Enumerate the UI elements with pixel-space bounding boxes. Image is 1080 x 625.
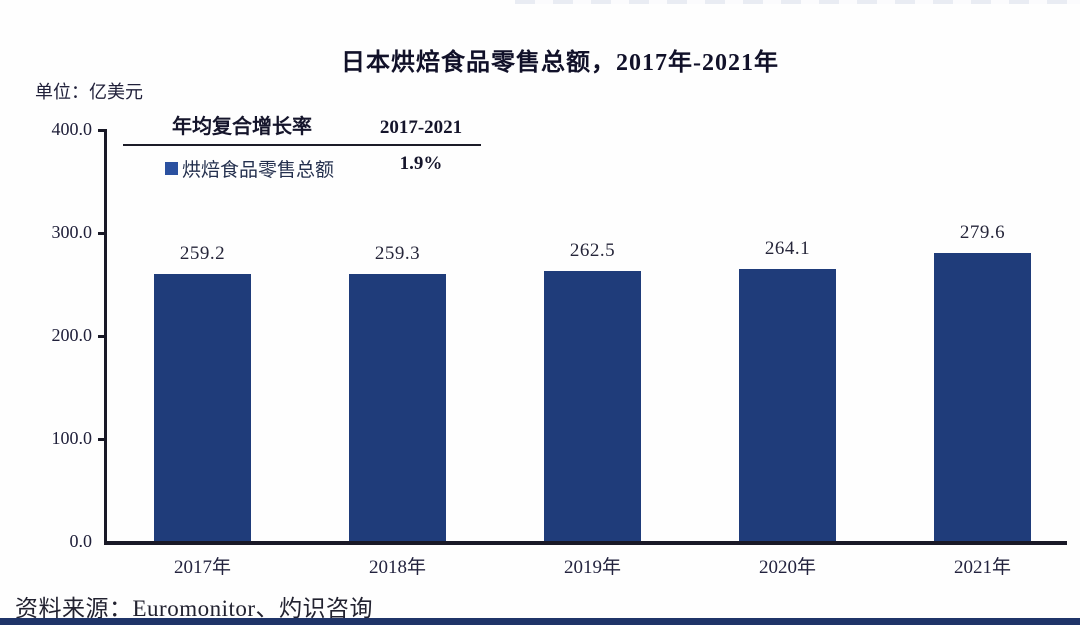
cagr-header-label: 年均复合增长率 xyxy=(172,116,312,138)
cagr-table: 年均复合增长率 2017-2021 烘焙食品零售总额 1.9% xyxy=(123,110,481,182)
bar xyxy=(349,273,446,541)
bar-group: 259.3 xyxy=(300,243,495,541)
bar-value-label: 262.5 xyxy=(569,239,616,261)
x-tick-label: 2021年 xyxy=(953,557,1011,578)
bar-group: 264.1 xyxy=(690,238,885,541)
cagr-value: 1.9% xyxy=(399,153,443,174)
bar-group: 279.6 xyxy=(885,222,1080,541)
top-edge-artifact xyxy=(515,0,1080,4)
legend-item: 烘焙食品零售总额 xyxy=(123,155,361,182)
plot-area xyxy=(98,129,1067,545)
bar-group: 262.5 xyxy=(495,240,690,541)
y-axis-tick xyxy=(98,129,107,132)
y-axis-tick xyxy=(98,232,107,235)
bottom-border xyxy=(0,618,1080,625)
chart-title: 日本烘焙食品零售总额，2017年-2021年 xyxy=(341,50,779,76)
legend-series-label: 烘焙食品零售总额 xyxy=(182,160,335,181)
y-tick-label: 400.0 xyxy=(51,119,93,139)
y-axis-tick xyxy=(98,438,107,441)
bar-value-label: 259.2 xyxy=(179,243,226,265)
x-tick-label: 2019年 xyxy=(563,557,621,578)
y-axis-tick xyxy=(98,335,107,338)
bar xyxy=(934,253,1031,541)
x-tick-label: 2018年 xyxy=(368,557,426,578)
cagr-divider xyxy=(123,144,481,146)
unit-label: 单位：亿美元 xyxy=(35,82,143,102)
cagr-table-header: 年均复合增长率 2017-2021 xyxy=(123,110,481,139)
bar-value-label: 279.6 xyxy=(959,222,1006,244)
y-tick-label: 300.0 xyxy=(51,222,93,242)
x-tick-label: 2017年 xyxy=(173,557,231,578)
legend-swatch-icon xyxy=(165,162,178,175)
y-tick-label: 200.0 xyxy=(51,325,93,345)
y-axis-labels: 400.0 300.0 200.0 100.0 0.0 xyxy=(14,118,93,558)
x-tick-label: 2020年 xyxy=(758,557,816,578)
cagr-table-row: 烘焙食品零售总额 1.9% xyxy=(123,153,481,182)
y-tick-label: 0.0 xyxy=(69,531,93,551)
bar xyxy=(154,274,251,541)
bar xyxy=(739,268,836,541)
bar-value-label: 264.1 xyxy=(764,237,811,259)
y-tick-label: 100.0 xyxy=(51,428,93,448)
bar-value-label: 259.3 xyxy=(374,242,421,264)
cagr-period-label: 2017-2021 xyxy=(379,117,463,138)
bar xyxy=(544,270,641,541)
bars: 259.2 259.3 262.5 264.1 279.6 xyxy=(105,121,1080,541)
x-axis-labels: 2017年 2018年 2019年 2020年 2021年 xyxy=(105,552,1080,579)
bar-group: 259.2 xyxy=(105,243,300,541)
source-note: 资料来源：Euromonitor、灼识咨询 xyxy=(15,596,374,621)
